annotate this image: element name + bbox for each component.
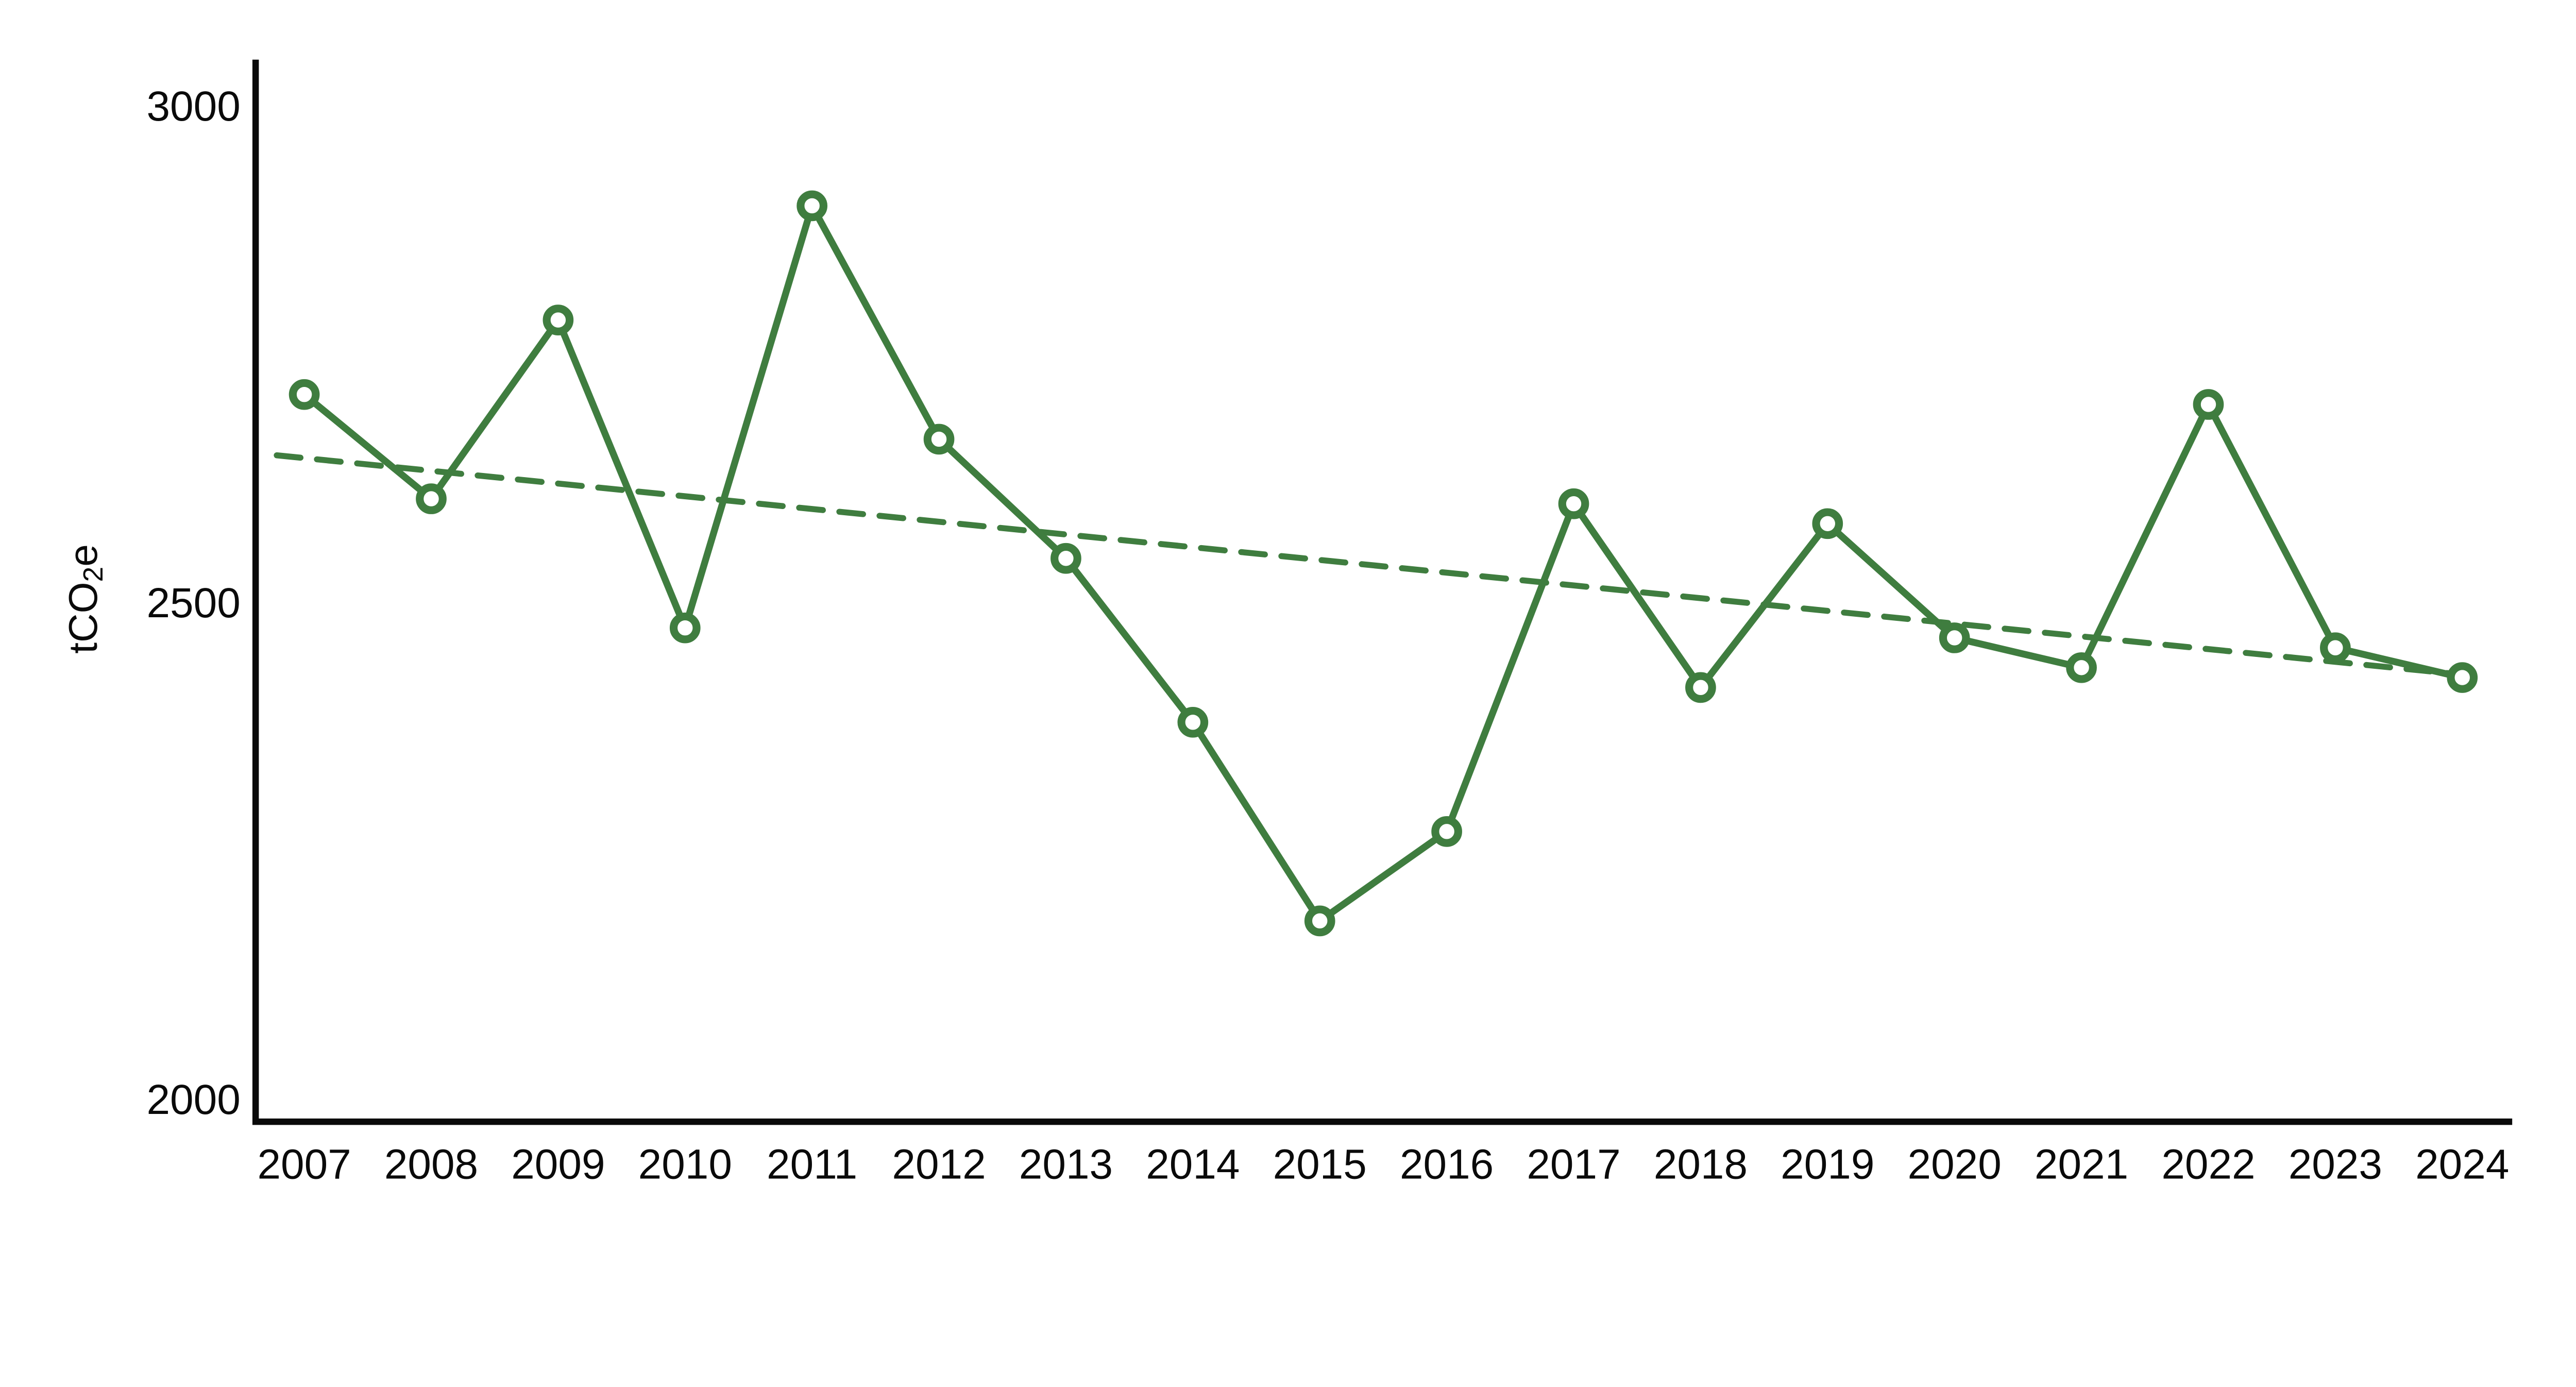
trendline <box>274 452 2472 679</box>
x-tick-label-2011: 2011 <box>767 1141 857 1188</box>
x-tick-label-2022: 2022 <box>2161 1141 2255 1188</box>
data-point-2019 <box>1812 508 1843 539</box>
data-point-2020 <box>1939 622 1970 653</box>
data-point-2024 <box>2447 662 2478 693</box>
data-point-2012 <box>923 424 955 455</box>
data-point-2018 <box>1685 672 1716 703</box>
x-tick-label-2009: 2009 <box>511 1141 605 1188</box>
data-point-2023 <box>2320 632 2351 664</box>
data-point-2015 <box>1304 905 1335 937</box>
x-tick-label-2007: 2007 <box>257 1141 351 1188</box>
data-point-2007 <box>289 379 320 410</box>
x-tick-label-2016: 2016 <box>1400 1141 1494 1188</box>
data-point-2022 <box>2193 389 2224 420</box>
data-point-2013 <box>1050 543 1081 574</box>
y-tick-label-2000: 2000 <box>146 1076 240 1123</box>
y-axis-title: tCO2e <box>60 544 108 654</box>
data-point-2021 <box>2066 652 2097 683</box>
x-tick-label-2012: 2012 <box>892 1141 986 1188</box>
data-point-2016 <box>1431 816 1462 847</box>
x-tick-label-2024: 2024 <box>2415 1141 2509 1188</box>
data-line <box>300 202 2466 925</box>
x-tick-label-2008: 2008 <box>384 1141 478 1188</box>
data-point-2010 <box>669 612 701 644</box>
x-tick-label-2021: 2021 <box>2035 1141 2128 1188</box>
data-point-2011 <box>796 190 828 222</box>
x-tick-label-2013: 2013 <box>1019 1141 1113 1188</box>
axes <box>252 59 2513 1125</box>
emissions-trend-chart: 3000 2500 2000 2007 2008 2009 2010 2011 2012 2013… <box>60 59 2513 1188</box>
data-point-2017 <box>1558 488 1589 519</box>
data-point-2014 <box>1177 706 1209 738</box>
x-tick-label-2023: 2023 <box>2289 1141 2382 1188</box>
data-point-2008 <box>416 483 447 514</box>
y-tick-label-2500: 2500 <box>146 580 240 627</box>
x-tick-label-2017: 2017 <box>1527 1141 1620 1188</box>
x-tick-label-2015: 2015 <box>1273 1141 1367 1188</box>
x-tick-label-2010: 2010 <box>638 1141 732 1188</box>
y-tick-label-3000: 3000 <box>146 83 240 130</box>
x-tick-label-2018: 2018 <box>1654 1141 1748 1188</box>
data-point-2009 <box>543 305 574 335</box>
chart-canvas: 3000 2500 2000 2007 2008 2009 2010 2011 2012 2013… <box>60 59 2513 1188</box>
x-tick-label-2014: 2014 <box>1146 1141 1240 1188</box>
x-tick-label-2019: 2019 <box>1781 1141 1874 1188</box>
x-tick-label-2020: 2020 <box>1908 1141 2002 1188</box>
